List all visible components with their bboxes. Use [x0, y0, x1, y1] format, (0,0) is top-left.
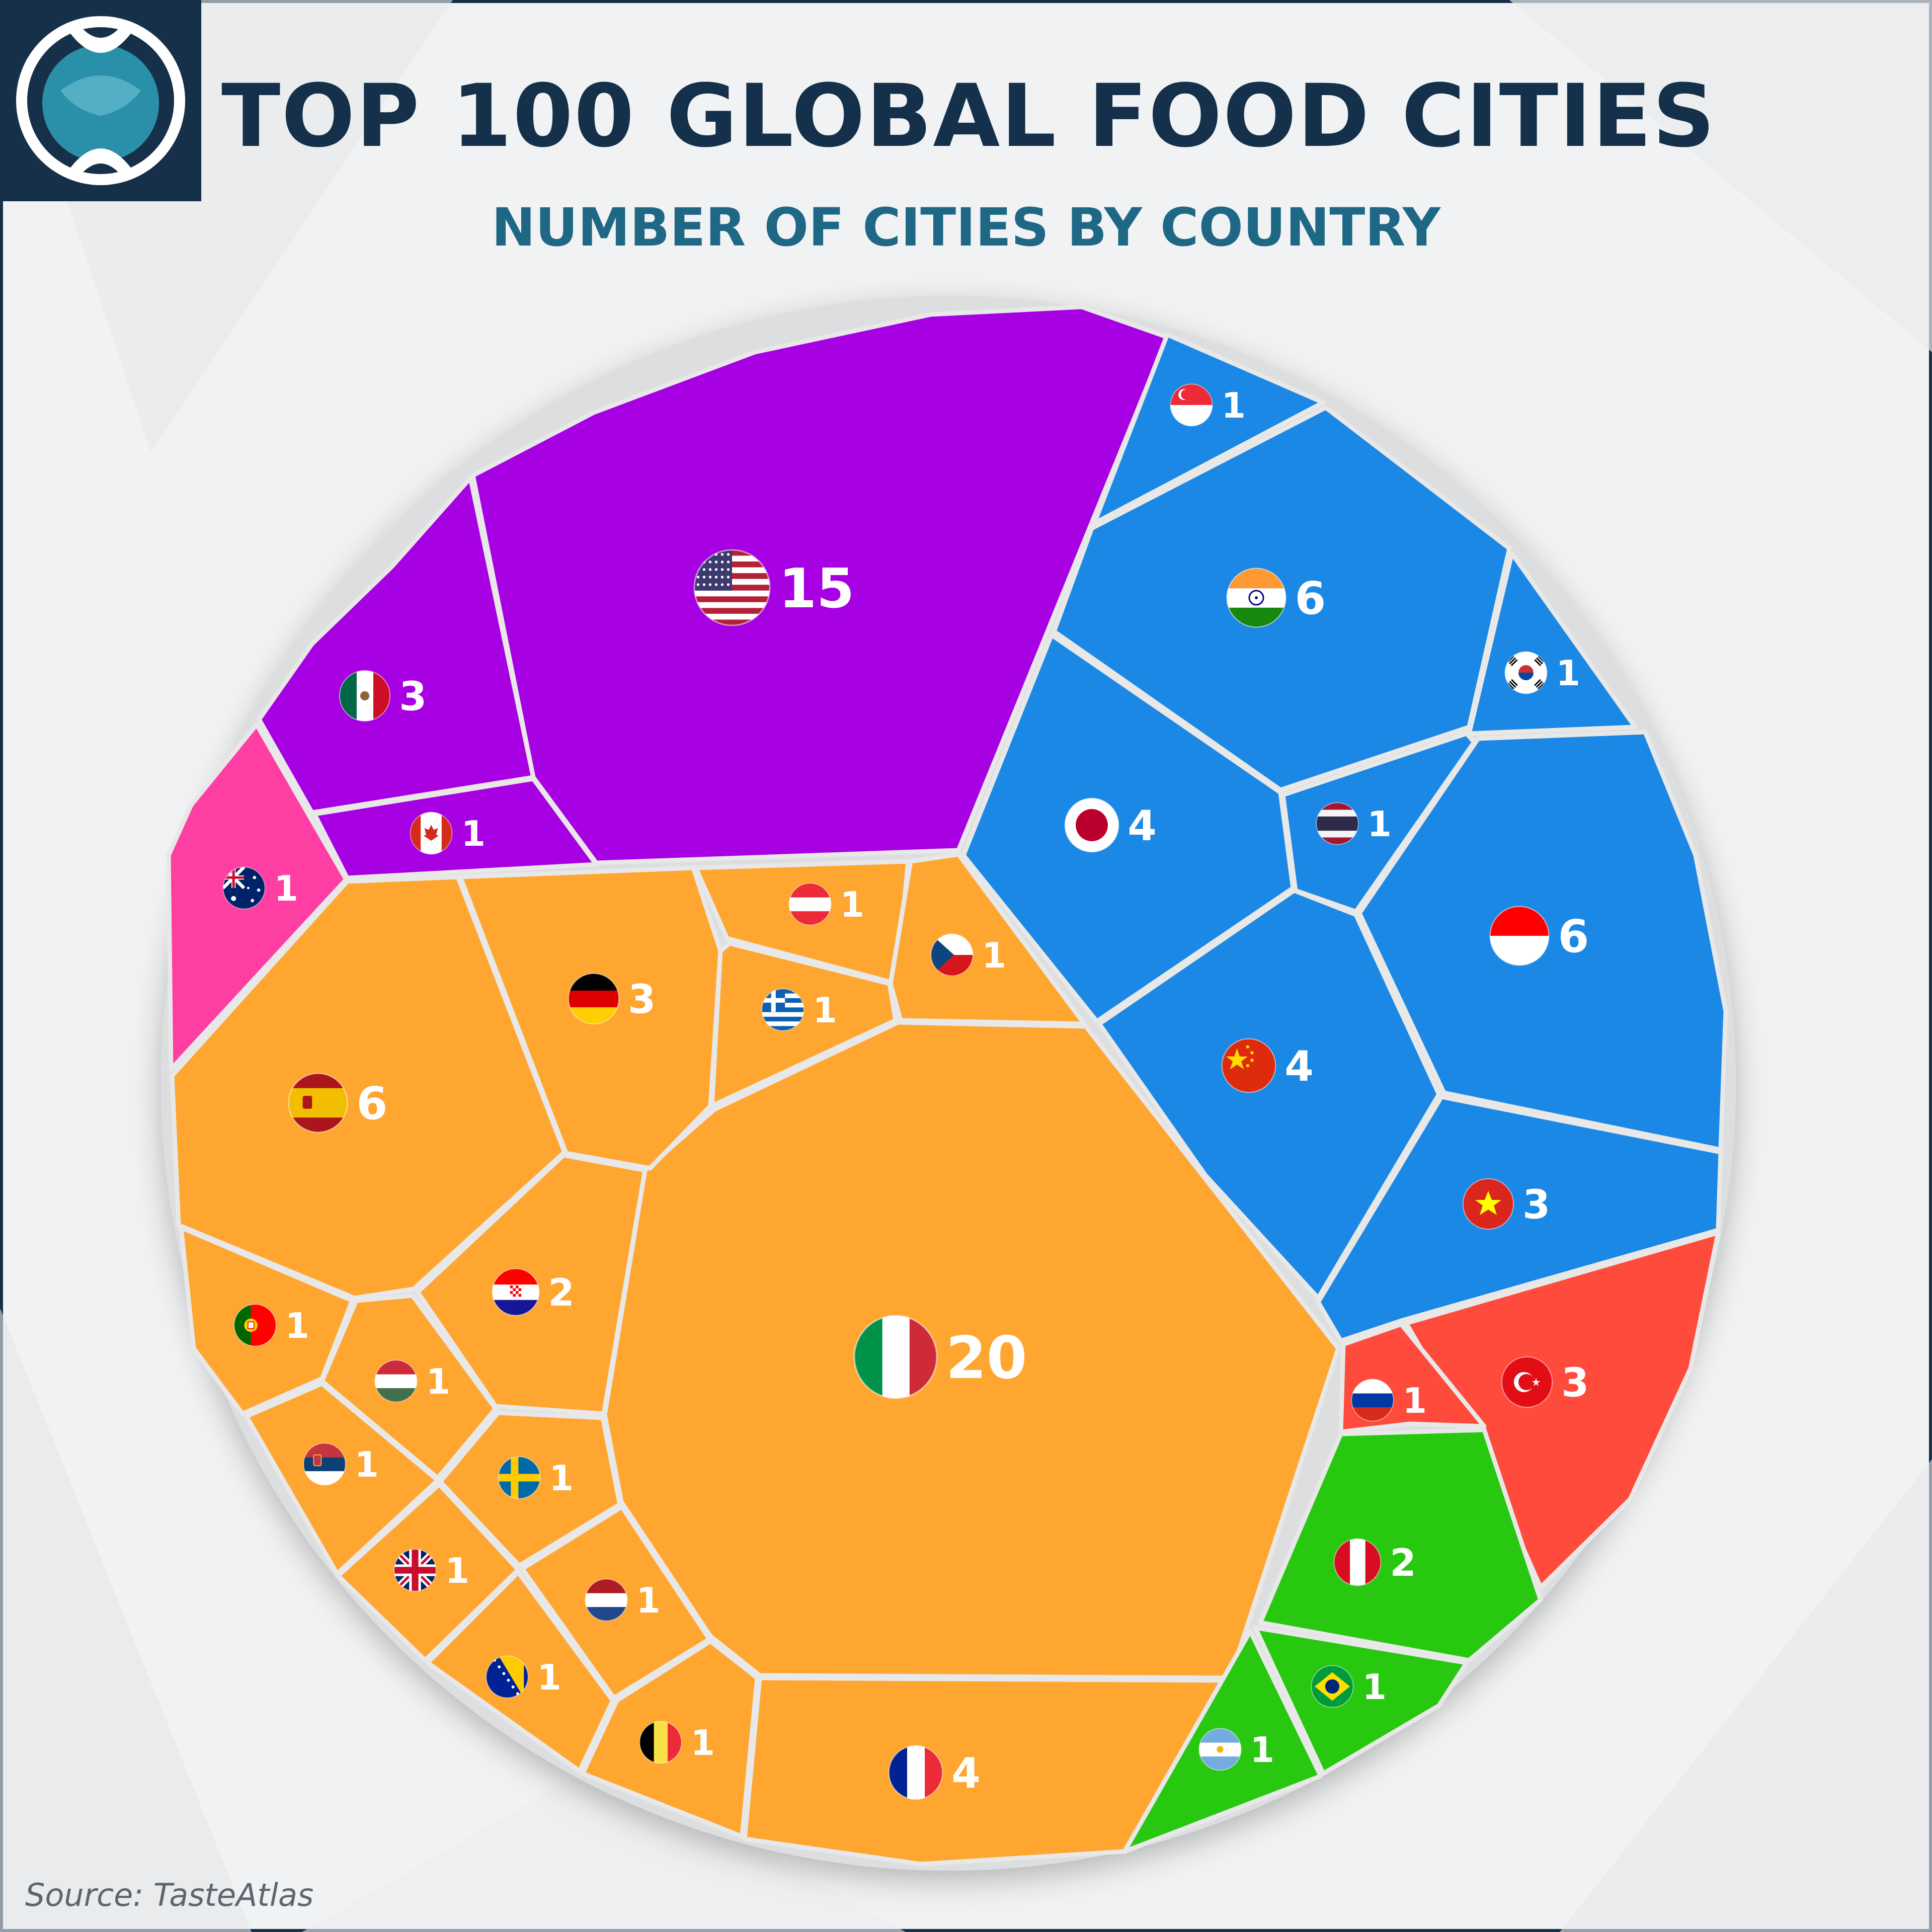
- chart-flags: 15 3 1 1 20 6 4 3 2 1 1 1 1 1 1 1 1 1 1 1 6 6 4 4 3 1 1 1 3 1 2 1 1: [222, 383, 1589, 1800]
- austria-flag-icon: [788, 882, 832, 926]
- cell-peru: [1258, 1427, 1543, 1663]
- australia-flag-icon: [222, 866, 266, 910]
- value-label-turkey: 3: [1561, 1359, 1589, 1406]
- value-label-russia: 1: [1403, 1381, 1427, 1421]
- value-label-czechia: 1: [982, 936, 1006, 976]
- canada-flag-icon: [410, 812, 453, 855]
- value-label-italy: 20: [946, 1324, 1027, 1392]
- india-flag-icon: [1226, 568, 1286, 628]
- logo-icon: [0, 0, 201, 201]
- belgium-flag-icon: [639, 1721, 682, 1764]
- value-label-brazil: 1: [1362, 1667, 1387, 1708]
- usa-flag-icon: [693, 549, 771, 626]
- greece-flag-icon: [761, 988, 804, 1031]
- value-label-south-korea: 1: [1556, 654, 1580, 694]
- value-label-sweden: 1: [549, 1459, 574, 1499]
- value-label-argentina: 1: [1250, 1730, 1274, 1770]
- value-label-vietnam: 3: [1522, 1181, 1550, 1228]
- mexico-flag-icon: [339, 670, 391, 722]
- value-label-usa: 15: [779, 557, 854, 620]
- argentina-flag-icon: [1198, 1728, 1242, 1771]
- value-label-china: 4: [1284, 1042, 1314, 1091]
- value-label-japan: 4: [1128, 801, 1157, 850]
- bosnia-flag-icon: [486, 1655, 529, 1699]
- japan-flag-icon: [1064, 797, 1119, 853]
- croatia-flag-icon: [492, 1268, 540, 1316]
- france-flag-icon: [888, 1745, 943, 1800]
- cell-czechia: [888, 852, 1087, 1026]
- sweden-flag-icon: [498, 1456, 541, 1499]
- cell-serbia: [244, 1381, 440, 1576]
- value-label-canada: 1: [461, 814, 486, 854]
- value-label-belgium: 1: [691, 1723, 715, 1763]
- value-label-singapore: 1: [1222, 386, 1246, 426]
- page-title: TOP 100 GLOBAL FOOD CITIES: [221, 65, 1716, 167]
- uk-flag-icon: [393, 1549, 437, 1592]
- indonesia-flag-icon: [1489, 906, 1550, 966]
- portugal-flag-icon: [233, 1304, 277, 1347]
- value-label-thailand: 1: [1367, 804, 1392, 845]
- cell-mexico: [257, 475, 536, 815]
- thailand-flag-icon: [1316, 802, 1359, 845]
- germany-flag-icon: [568, 973, 620, 1025]
- brazil-flag-icon: [1311, 1665, 1354, 1708]
- cell-thailand: [1280, 731, 1477, 914]
- value-label-hungary: 1: [426, 1362, 450, 1402]
- value-label-serbia: 1: [355, 1445, 379, 1485]
- value-label-germany: 3: [628, 976, 656, 1023]
- value-label-bosnia-and-herzegovina: 1: [537, 1658, 561, 1698]
- cell-singapore: [1092, 332, 1326, 526]
- china-flag-icon: [1221, 1038, 1276, 1093]
- value-label-france: 4: [951, 1749, 981, 1798]
- value-label-mexico: 3: [399, 673, 427, 720]
- south-korea-flag-icon: [1504, 651, 1548, 694]
- cell-canada: [312, 776, 599, 880]
- singapore-flag-icon: [1170, 383, 1213, 427]
- value-label-australia: 1: [274, 869, 298, 909]
- italy-flag-icon: [853, 1315, 938, 1399]
- value-label-croatia: 2: [548, 1270, 574, 1315]
- value-label-indonesia: 6: [1558, 911, 1589, 962]
- value-label-india: 6: [1295, 573, 1326, 624]
- serbia-flag-icon: [303, 1442, 346, 1486]
- vietnam-flag-icon: [1462, 1178, 1514, 1230]
- russia-flag-icon: [1351, 1379, 1394, 1422]
- page-subtitle: NUMBER OF CITIES BY COUNTRY: [491, 197, 1440, 258]
- hungary-flag-icon: [374, 1359, 418, 1403]
- cell-vietnam: [1316, 1094, 1723, 1343]
- czechia-flag-icon: [930, 933, 974, 977]
- peru-flag-icon: [1333, 1538, 1382, 1586]
- value-label-peru: 2: [1390, 1541, 1416, 1585]
- source-note: Source: TasteAtlas: [25, 1877, 314, 1913]
- turkey-flag-icon: [1501, 1356, 1553, 1408]
- cell-brazil: [1253, 1625, 1469, 1776]
- cell-japan: [961, 632, 1296, 1024]
- spain-flag-icon: [288, 1073, 348, 1133]
- cell-south-korea: [1467, 551, 1638, 736]
- netherlands-flag-icon: [585, 1578, 628, 1622]
- value-label-greece: 1: [813, 991, 837, 1031]
- value-label-netherlands: 1: [636, 1581, 661, 1621]
- value-label-portugal: 1: [285, 1306, 309, 1346]
- value-label-united-kingdom: 1: [445, 1551, 469, 1591]
- value-label-spain: 6: [356, 1078, 387, 1130]
- cell-greece: [709, 941, 898, 1108]
- value-label-austria: 1: [840, 885, 864, 925]
